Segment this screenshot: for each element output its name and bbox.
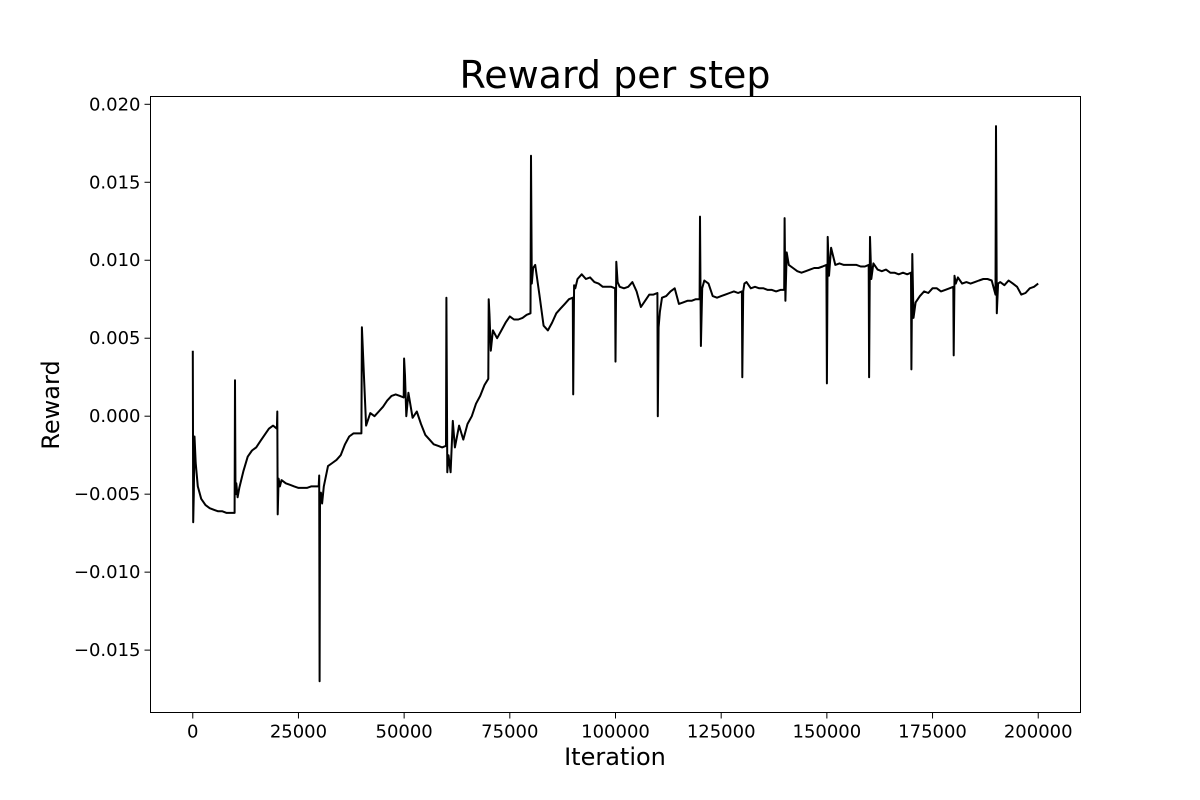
plot-frame <box>150 96 1081 713</box>
y-axis-label: Reward <box>37 360 65 449</box>
y-axis: −0.015 −0.010 −0.005 0.000 0.005 0.010 0.015 0.… <box>74 94 151 661</box>
x-tick-label: 125000 <box>687 722 756 743</box>
y-tick-label: 0.000 <box>89 406 141 427</box>
series-layer <box>191 125 1039 683</box>
x-tick-label: 150000 <box>793 722 862 743</box>
x-tick-label: 175000 <box>898 722 967 743</box>
x-tick-label: 100000 <box>581 722 650 743</box>
x-axis: 0 25000 50000 75000 100000 125000 150000 175000… <box>187 712 1073 743</box>
y-tick-label: 0.005 <box>89 328 141 349</box>
y-tick-label: 0.020 <box>89 94 141 115</box>
reward-series-line <box>191 125 1039 683</box>
x-tick-label: 200000 <box>1004 722 1073 743</box>
chart-title: Reward per step <box>460 53 771 97</box>
x-tick-label: 0 <box>187 722 198 743</box>
y-tick-label: 0.015 <box>89 172 141 193</box>
x-tick-label: 50000 <box>376 722 433 743</box>
x-tick-label: 75000 <box>481 722 538 743</box>
x-axis-label: Iteration <box>564 743 666 771</box>
y-tick-label: 0.010 <box>89 250 141 271</box>
y-tick-label: −0.015 <box>74 640 141 661</box>
y-tick-label: −0.005 <box>74 484 141 505</box>
x-tick-label: 25000 <box>270 722 327 743</box>
y-tick-label: −0.010 <box>74 562 141 583</box>
